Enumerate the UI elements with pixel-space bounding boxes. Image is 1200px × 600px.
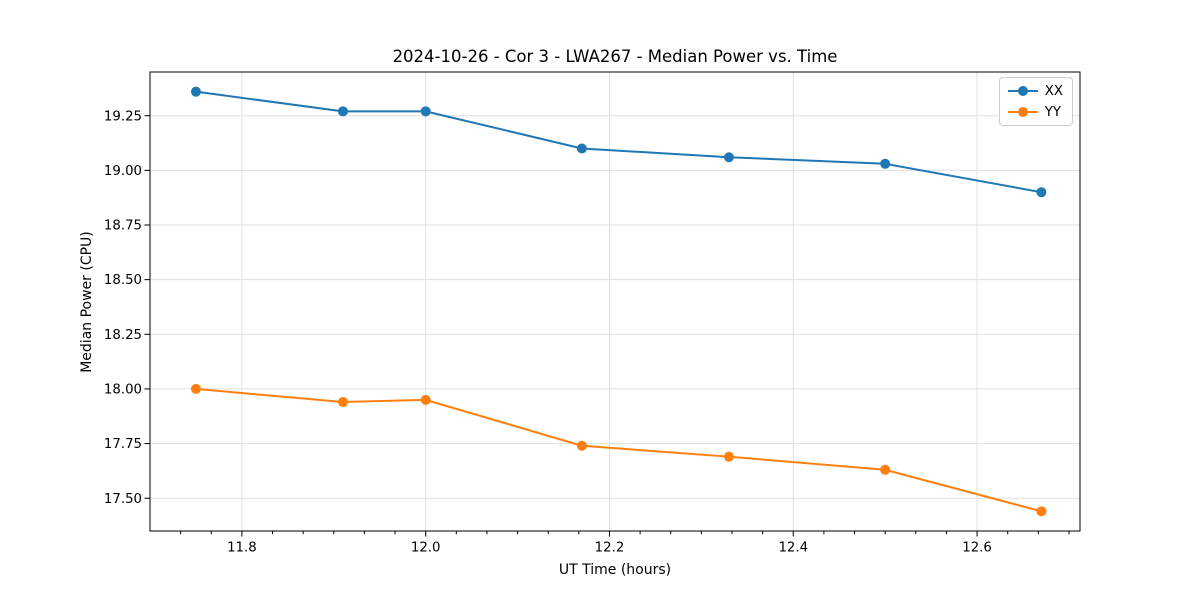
- plot-border: [149, 71, 1081, 532]
- data-point-yy: [190, 383, 201, 394]
- data-point-yy: [576, 440, 587, 451]
- data-point-xx: [420, 106, 431, 117]
- data-point-xx: [576, 143, 587, 154]
- data-point-xx: [880, 158, 891, 169]
- data-point-yy: [420, 394, 431, 405]
- data-point-xx: [723, 152, 734, 163]
- y-tick-label: 17.75: [104, 437, 142, 452]
- y-tick-label: 18.00: [104, 383, 142, 398]
- x-axis-label: UT Time (hours): [558, 562, 672, 578]
- chart-title: 2024-10-26 - Cor 3 - LWA267 - Median Pow…: [392, 47, 838, 66]
- y-tick-label: 18.25: [104, 328, 142, 343]
- x-tick-label: 12.0: [411, 541, 441, 556]
- legend: XX YY: [998, 77, 1073, 126]
- x-tick-label: 12.6: [962, 541, 992, 556]
- y-tick-label: 17.50: [104, 492, 142, 507]
- legend-item-label: XX: [1044, 83, 1063, 99]
- legend-item-yy: YY: [1007, 103, 1063, 121]
- series-line-yy: [195, 387, 1042, 513]
- legend-line-sample-icon: [1007, 86, 1038, 96]
- data-point-xx: [337, 106, 348, 117]
- y-tick-label: 18.50: [104, 273, 142, 288]
- data-point-xx: [190, 86, 201, 97]
- legend-item-label: YY: [1044, 104, 1062, 120]
- legend-item-xx: XX: [1007, 82, 1063, 100]
- legend-line-sample-icon: [1007, 107, 1038, 117]
- data-point-yy: [880, 464, 891, 475]
- x-tick-label: 12.2: [595, 541, 625, 556]
- series-line-xx: [195, 90, 1042, 194]
- y-tick-label: 18.75: [104, 219, 142, 234]
- data-point-yy: [723, 451, 734, 462]
- y-tick-label: 19.25: [104, 109, 142, 124]
- y-axis-label: Median Power (CPU): [79, 231, 95, 373]
- data-point-yy: [1036, 506, 1047, 517]
- data-point-yy: [337, 397, 348, 408]
- y-tick-label: 19.00: [104, 164, 142, 179]
- x-tick-label: 11.8: [227, 541, 257, 556]
- data-point-xx: [1036, 187, 1047, 198]
- x-tick-label: 12.4: [778, 541, 808, 556]
